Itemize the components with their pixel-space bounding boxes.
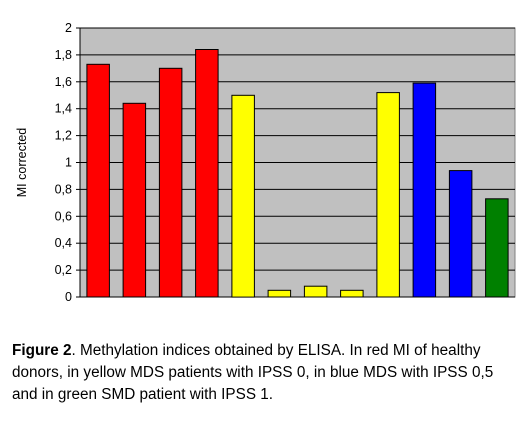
y-tick-label: 1 — [65, 156, 72, 170]
y-tick-label: 1,4 — [55, 102, 72, 116]
caption-text: . Methylation indices obtained by ELISA.… — [12, 342, 494, 403]
bar — [231, 94, 255, 298]
y-tick-label: 1,2 — [55, 129, 72, 143]
y-tick-label: 0,6 — [55, 209, 72, 223]
bar — [376, 92, 400, 298]
bar — [86, 63, 110, 298]
y-tick-label: 2 — [65, 21, 72, 35]
y-tick-label: 0 — [65, 290, 72, 304]
y-tick-label: 0,4 — [55, 236, 72, 250]
caption-label: Figure 2 — [12, 342, 72, 359]
y-axis-label: MI corrected — [15, 128, 29, 198]
bar — [267, 289, 292, 298]
bar — [485, 198, 509, 298]
bar — [195, 49, 219, 298]
bar — [158, 67, 183, 298]
bar — [340, 289, 364, 298]
bar — [448, 170, 473, 298]
y-tick-label: 0,2 — [55, 263, 72, 277]
bar-chart: 0 0,2 0,4 0,6 0,8 1 1,2 1,4 1,6 1,8 2 MI corrected — [15, 21, 516, 304]
bar — [122, 102, 147, 298]
y-tick-label: 1,6 — [55, 75, 72, 89]
bar — [303, 285, 328, 298]
bar — [412, 82, 437, 298]
chart-container: 0 0,2 0,4 0,6 0,8 1 1,2 1,4 1,6 1,8 2 MI corrected — [15, 21, 516, 304]
y-tick-label: 0,8 — [55, 182, 72, 196]
y-tick-label: 1,8 — [55, 48, 72, 62]
figure-caption: Figure 2. Methylation indices obtained b… — [12, 340, 512, 406]
